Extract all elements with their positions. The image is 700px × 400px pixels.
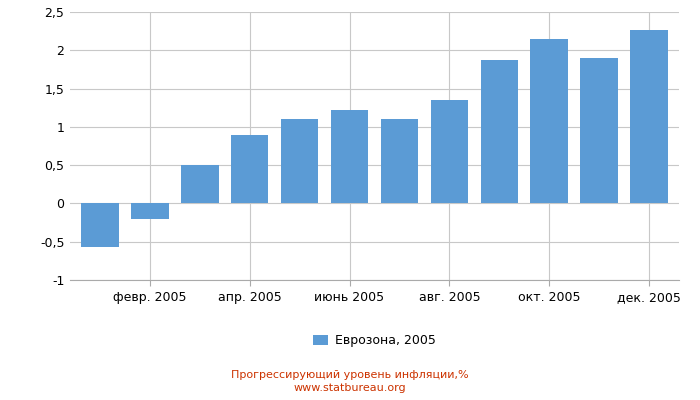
- Bar: [131, 204, 169, 219]
- Legend: Еврозона, 2005: Еврозона, 2005: [309, 329, 440, 352]
- Bar: [481, 60, 518, 204]
- Bar: [181, 165, 218, 204]
- Bar: [331, 110, 368, 204]
- Text: Прогрессирующий уровень инфляции,%: Прогрессирующий уровень инфляции,%: [231, 370, 469, 380]
- Bar: [531, 39, 568, 204]
- Bar: [81, 204, 119, 247]
- Text: www.statbureau.org: www.statbureau.org: [294, 383, 406, 393]
- Bar: [281, 119, 318, 204]
- Bar: [381, 119, 418, 204]
- Bar: [580, 58, 618, 204]
- Bar: [231, 134, 268, 204]
- Bar: [630, 30, 668, 204]
- Bar: [430, 100, 468, 204]
